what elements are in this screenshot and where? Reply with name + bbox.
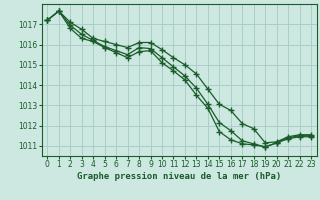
X-axis label: Graphe pression niveau de la mer (hPa): Graphe pression niveau de la mer (hPa): [77, 172, 281, 181]
